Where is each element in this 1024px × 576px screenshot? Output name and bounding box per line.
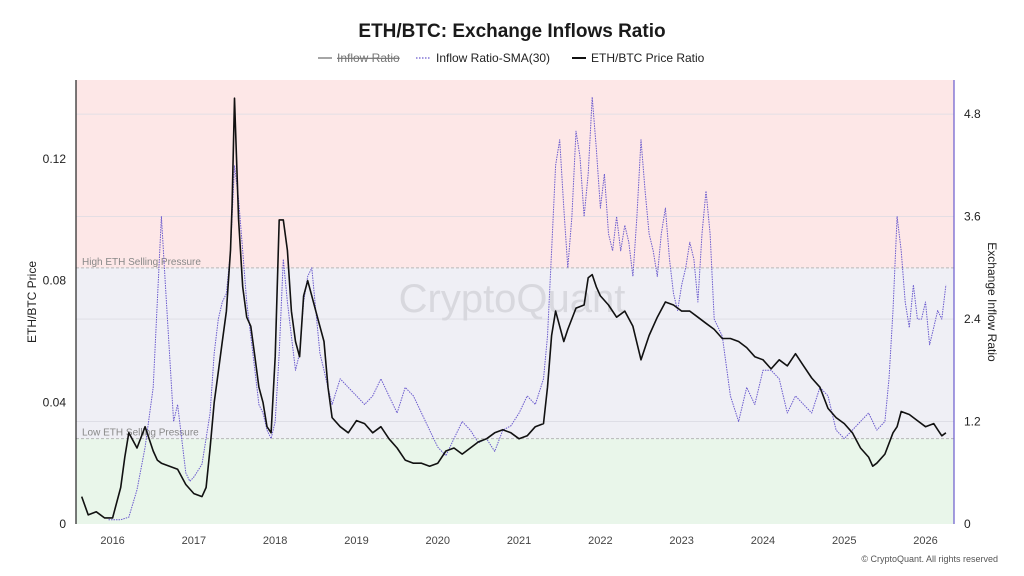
watermark: CryptoQuant — [399, 277, 626, 321]
legend-item-inflow-ratio[interactable]: Inflow Ratio — [318, 51, 400, 65]
chart-title: ETH/BTC: Exchange Inflows Ratio — [358, 21, 665, 42]
x-tick-label: 2018 — [263, 535, 287, 547]
left-tick-label: 0 — [59, 517, 66, 531]
x-axis-ticks: 2016 2017 2018 2019 2020 2021 2022 2023 2024 2025… — [100, 535, 937, 547]
right-tick-label: 3.6 — [964, 210, 981, 224]
zone-labels: High ETH Selling Pressure Low ETH Selling… — [76, 257, 954, 440]
x-tick-label: 2017 — [182, 535, 206, 547]
x-tick-label: 2025 — [832, 535, 856, 547]
left-tick-label: 0.04 — [43, 395, 67, 409]
legend-label-inflow-ratio: Inflow Ratio — [337, 51, 400, 65]
x-tick-label: 2026 — [913, 535, 937, 547]
zone-band-1 — [76, 267, 954, 439]
legend: Inflow Ratio Inflow Ratio-SMA(30) ETH/BT… — [318, 51, 705, 65]
x-tick-label: 2016 — [100, 535, 124, 547]
zone-band-2 — [76, 438, 954, 524]
legend-item-eth-btc-price[interactable]: ETH/BTC Price Ratio — [572, 51, 705, 65]
x-tick-label: 2019 — [344, 535, 368, 547]
legend-item-inflow-ratio-sma[interactable]: Inflow Ratio-SMA(30) — [416, 51, 550, 65]
legend-label-inflow-ratio-sma: Inflow Ratio-SMA(30) — [436, 51, 550, 65]
series-layer — [80, 96, 947, 521]
left-axis-ticks: 0 0.04 0.08 0.12 — [43, 152, 67, 531]
left-axis-label: ETH/BTC Price — [25, 261, 39, 343]
copyright-notice: © CryptoQuant. All rights reserved — [861, 554, 998, 564]
gridlines — [76, 113, 954, 422]
x-tick-label: 2020 — [426, 535, 450, 547]
series-line-eth-btc-price — [80, 97, 947, 519]
x-tick-label: 2024 — [751, 535, 775, 547]
zone-label-0: High ETH Selling Pressure — [82, 257, 201, 268]
pressure-zones — [76, 80, 954, 524]
x-tick-label: 2023 — [669, 535, 693, 547]
left-tick-label: 0.12 — [43, 152, 67, 166]
left-tick-label: 0.08 — [43, 274, 67, 288]
legend-label-eth-btc-price: ETH/BTC Price Ratio — [591, 51, 705, 65]
right-tick-label: 0 — [964, 517, 971, 531]
zone-label-2: Low ETH Selling Pressure — [82, 428, 199, 439]
x-tick-label: 2022 — [588, 535, 612, 547]
right-tick-label: 1.2 — [964, 415, 981, 429]
right-axis-ticks: 0 1.2 2.4 3.6 4.8 — [964, 107, 981, 531]
right-axis-label: Exchange Inflow Ratio — [985, 242, 999, 362]
x-tick-label: 2021 — [507, 535, 531, 547]
right-tick-label: 4.8 — [964, 107, 981, 121]
zone-band-0 — [76, 80, 954, 268]
right-tick-label: 2.4 — [964, 312, 981, 326]
series-line-inflow-ratio-sma — [108, 96, 947, 521]
